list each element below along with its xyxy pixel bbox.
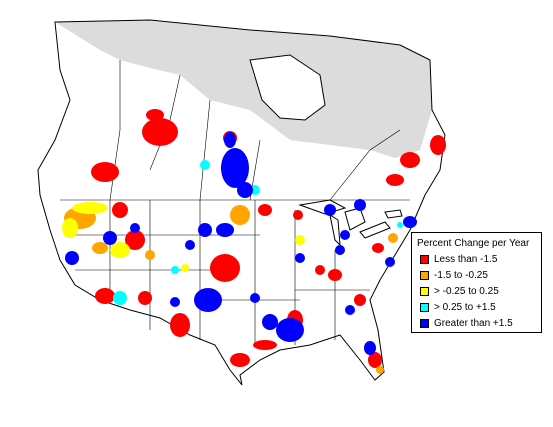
legend: Percent Change per Year Less than -1.5 -…: [411, 232, 542, 333]
no-data-region: [55, 20, 432, 158]
legend-label: -1.5 to -0.25: [434, 269, 488, 281]
legend-label: > -0.25 to 0.25: [434, 285, 499, 297]
continent-outline: [37, 19, 446, 386]
legend-swatch: [420, 318, 429, 328]
legend-label: > 0.25 to +1.5: [434, 301, 496, 313]
legend-item: > -0.25 to 0.25: [420, 285, 499, 297]
legend-swatch: [420, 254, 429, 264]
legend-item: Greater than +1.5: [420, 317, 513, 329]
legend-label: Greater than +1.5: [434, 317, 513, 329]
legend-item: -1.5 to -0.25: [420, 269, 488, 281]
legend-swatch: [420, 286, 429, 296]
trend-patches: [62, 109, 446, 374]
legend-label: Less than -1.5: [434, 253, 498, 265]
legend-title: Percent Change per Year: [417, 238, 530, 249]
legend-swatch: [420, 302, 429, 312]
hudson-bay: [249, 54, 326, 121]
legend-item: Less than -1.5: [420, 253, 497, 265]
legend-item: > 0.25 to +1.5: [420, 301, 496, 313]
legend-swatch: [420, 270, 429, 280]
great-lakes: [298, 199, 403, 247]
